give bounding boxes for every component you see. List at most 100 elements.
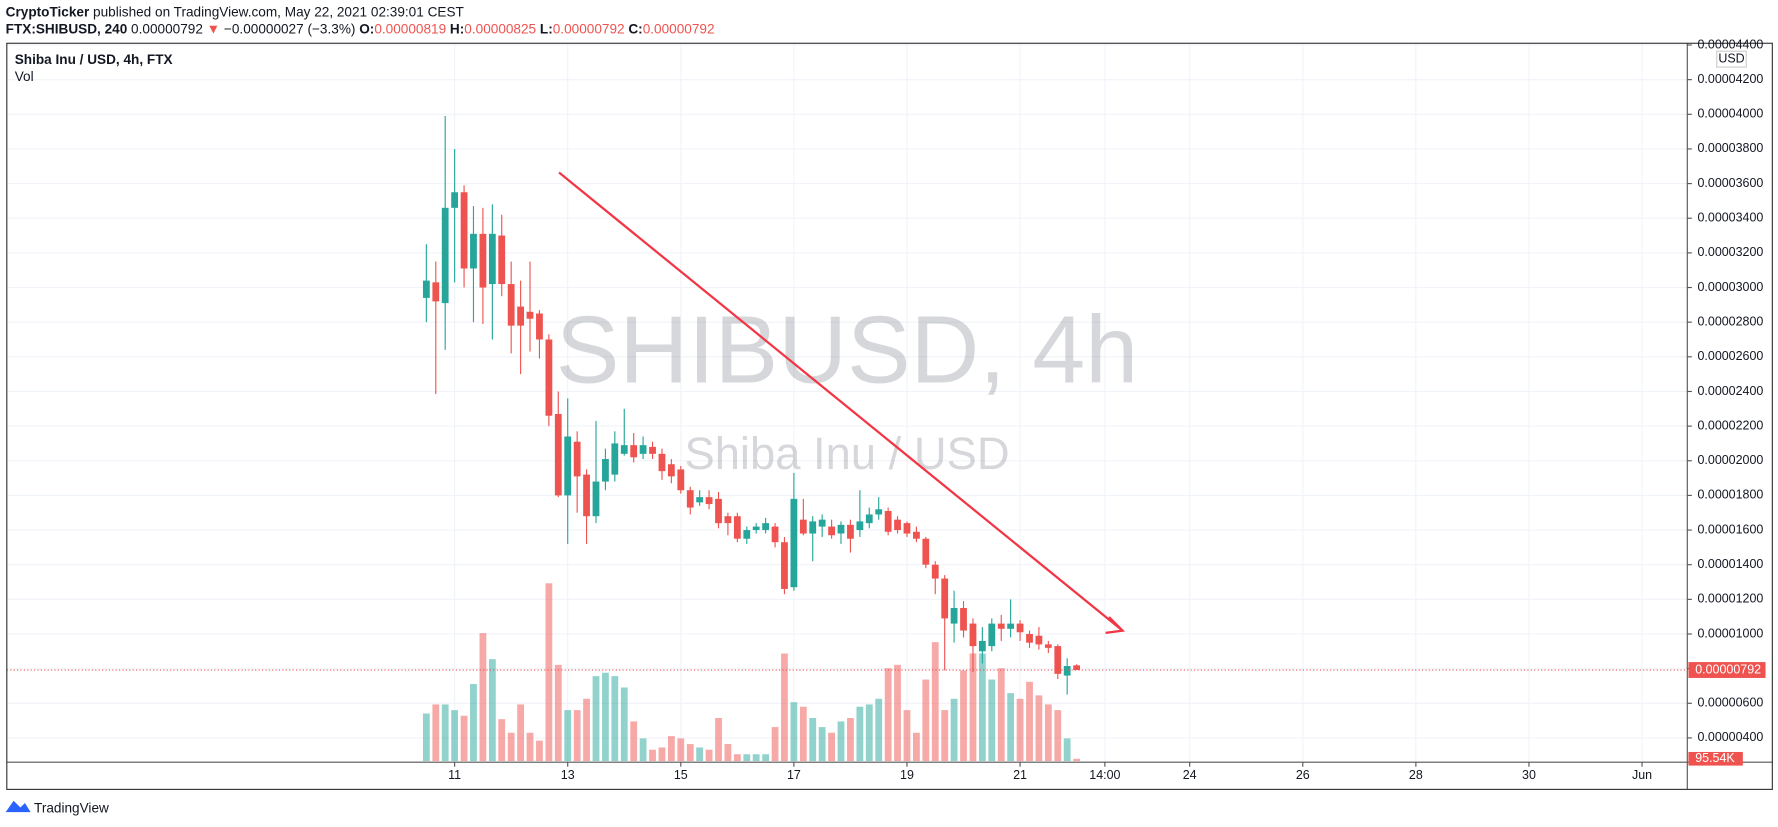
trend-arrowhead	[1105, 616, 1126, 635]
y-tick-label: 0.00001400	[1697, 557, 1763, 571]
volume-bar	[592, 676, 600, 762]
volume-bar	[950, 698, 958, 762]
candle-body	[536, 313, 543, 340]
ohlc-label: O:	[359, 21, 374, 36]
candle-body	[602, 459, 609, 482]
y-tick-label: 0.00003200	[1697, 245, 1763, 259]
candle-body	[894, 519, 901, 531]
candle-body	[441, 207, 449, 304]
candle-body	[583, 474, 590, 517]
volume-bar	[997, 668, 1005, 762]
y-tick-label: 0.00003000	[1697, 280, 1763, 294]
volume-bar	[470, 684, 477, 762]
volume-bar	[460, 715, 468, 762]
volume-bar	[978, 653, 986, 762]
candle-body	[790, 498, 798, 588]
volume-bar	[602, 672, 609, 762]
volume-bar	[743, 754, 751, 762]
ohlc-value: 0.00000825	[464, 21, 536, 36]
candle-body	[545, 339, 553, 416]
volume-bar	[875, 698, 883, 762]
y-tick-label: 0.00002400	[1697, 384, 1763, 398]
volume-bar	[828, 732, 836, 762]
candle-body	[592, 481, 600, 517]
watermark-subtitle: Shiba Inu / USD	[684, 428, 1009, 479]
x-tick-label: 19	[900, 768, 914, 782]
candle-body	[724, 516, 732, 524]
volume-bar	[667, 736, 675, 762]
volume-bar	[1026, 681, 1033, 762]
candle-body	[809, 521, 817, 534]
volume-bar	[451, 710, 459, 762]
volume-bar	[837, 721, 845, 762]
volume-bar	[1007, 693, 1015, 762]
volume-bar	[1044, 704, 1052, 762]
x-tick-label: 11	[448, 768, 461, 782]
candle-body	[526, 311, 534, 319]
candle-body	[865, 514, 873, 524]
candle-body	[781, 542, 788, 589]
volume-bar	[479, 633, 487, 762]
volume-bar	[1073, 758, 1081, 762]
volume-bar	[818, 727, 826, 762]
candle-body	[856, 521, 864, 531]
candle-body	[1044, 644, 1052, 648]
volume-bar	[752, 754, 760, 762]
volume-bar	[498, 719, 506, 762]
x-tick-label: 28	[1409, 768, 1423, 782]
candle-body	[950, 608, 958, 624]
candle-body	[686, 490, 694, 508]
volume-bar	[488, 659, 496, 762]
volume-bar	[941, 710, 949, 762]
candle-body	[1063, 666, 1071, 676]
currency: USD	[1718, 51, 1744, 65]
candle-body	[658, 453, 666, 472]
x-tick-label: 17	[787, 768, 801, 782]
candle-body	[931, 564, 939, 579]
frame	[6, 42, 1773, 790]
candle-body	[941, 578, 949, 619]
volume-bar	[677, 738, 685, 762]
x-tick-label: 26	[1296, 768, 1310, 782]
candle-body	[488, 233, 496, 285]
candle-body	[564, 436, 572, 496]
volume-bar	[536, 740, 543, 762]
volume-bar	[724, 744, 732, 762]
x-tick-label: 13	[561, 768, 575, 782]
volume-bar	[611, 676, 619, 762]
candle-body	[799, 519, 807, 534]
volume-bar	[894, 664, 901, 762]
volume-bar	[639, 738, 647, 762]
candle-body	[451, 192, 459, 208]
candle-body	[696, 497, 704, 503]
candle-body	[1007, 623, 1015, 629]
volume-bar	[507, 732, 515, 762]
volume-bar	[762, 754, 770, 762]
volume-bar	[969, 653, 977, 762]
y-tick-label: 0.00004000	[1697, 107, 1763, 121]
candle-body	[639, 445, 647, 454]
candle-body	[743, 530, 751, 539]
volume-bar	[790, 702, 798, 762]
candle-body	[667, 464, 675, 477]
y-tick-label: 0.00002200	[1697, 418, 1763, 432]
candle-body	[460, 192, 468, 269]
volume-bar	[903, 710, 911, 762]
volume-bar	[696, 747, 704, 762]
y-tick-label: 0.00004200	[1697, 72, 1763, 86]
y-tick-label: 0.00002800	[1697, 314, 1763, 328]
x-tick-label: Jun	[1632, 768, 1652, 782]
y-tick-label: 0.00002000	[1697, 453, 1763, 467]
candle-body	[960, 608, 967, 631]
candle-body	[573, 441, 581, 477]
ohlc-label: H:	[450, 21, 464, 36]
x-tick-label: 30	[1522, 768, 1536, 782]
candle-body	[611, 443, 619, 475]
volume-label-box	[1688, 751, 1743, 766]
last-price-box	[1688, 662, 1766, 678]
volume-bar	[649, 749, 656, 762]
y-tick-label: 0.00003600	[1697, 176, 1763, 190]
candle-body	[705, 497, 713, 505]
y-tick-label: 0.00000400	[1697, 730, 1763, 744]
volume-bar	[432, 704, 440, 762]
